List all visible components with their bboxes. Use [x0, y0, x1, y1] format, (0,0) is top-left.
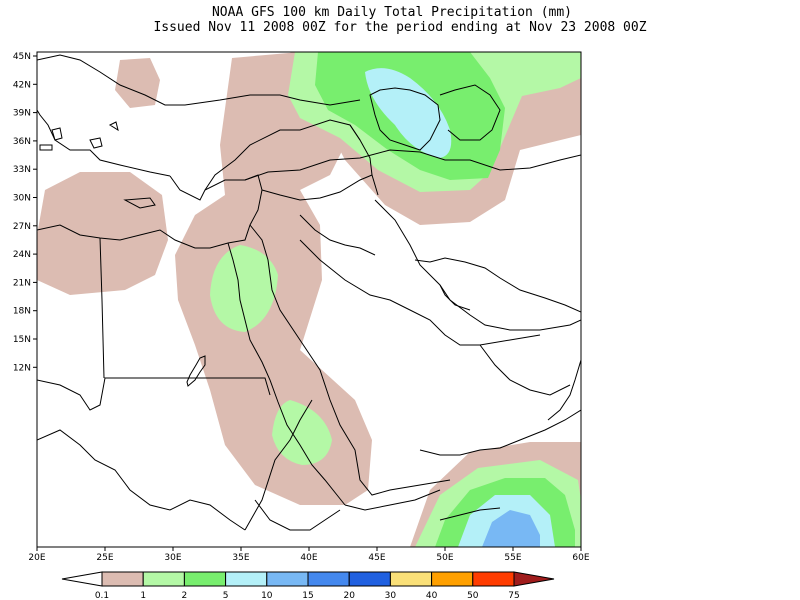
lon-label-30E: 30E — [164, 553, 181, 563]
legend-swatch-10 — [472, 571, 515, 587]
lat-label-18N: 18N — [13, 307, 31, 317]
lat-label-15N: 15N — [13, 335, 31, 345]
lat-label-42N: 42N — [13, 80, 31, 90]
precip-area-greece — [115, 58, 160, 108]
legend-swatch-1 — [101, 571, 144, 587]
legend-swatch-9 — [431, 571, 474, 587]
legend-label: 10 — [261, 591, 273, 600]
map-subtitle: Issued Nov 11 2008 00Z for the period en… — [153, 20, 647, 35]
lat-label-27N: 27N — [13, 222, 31, 232]
map-title: NOAA GFS 100 km Daily Total Precipitatio… — [211, 5, 573, 20]
lon-label-20E: 20E — [28, 553, 45, 563]
lat-label-21N: 21N — [13, 278, 31, 288]
legend-label: 1 — [140, 591, 146, 600]
lon-label-55E: 55E — [504, 553, 521, 563]
precip-area-sinai — [210, 245, 278, 332]
latitude-axis: 45N 42N 39N 36N 33N 30N 27N 24N 21N 18N 15N 12N — [13, 52, 37, 373]
precip-area-sudan — [272, 400, 332, 465]
legend-label: 15 — [302, 591, 313, 600]
lat-label-36N: 36N — [13, 137, 31, 147]
legend-swatch-2 — [142, 571, 185, 587]
legend-label: 0.1 — [95, 591, 109, 600]
precip-area-arabian-l4 — [482, 510, 540, 547]
longitude-axis: 20E 25E 30E 35E 40E 45E 50E 55E 60E — [28, 547, 590, 563]
legend-swatch-0 — [61, 571, 103, 587]
precipitation-legend: 0.1 1 2 5 10 15 20 30 40 50 75 — [61, 571, 555, 600]
lat-label-45N: 45N — [13, 52, 31, 62]
legend-label: 20 — [343, 591, 355, 600]
precip-area-caucasus-l3 — [365, 68, 452, 158]
lat-label-33N: 33N — [13, 165, 31, 175]
coastlines — [37, 54, 581, 531]
precip-area-west-med — [37, 172, 168, 295]
lon-label-40E: 40E — [300, 553, 317, 563]
legend-swatch-11 — [513, 571, 555, 587]
legend-label: 30 — [385, 591, 397, 600]
legend-swatch-6 — [307, 571, 350, 587]
lat-label-39N: 39N — [13, 109, 31, 119]
lat-label-24N: 24N — [13, 250, 31, 260]
lon-label-45E: 45E — [368, 553, 385, 563]
precipitation-fill — [37, 52, 581, 547]
lat-label-30N: 30N — [13, 194, 31, 204]
legend-label: 50 — [467, 591, 479, 600]
lon-label-35E: 35E — [232, 553, 249, 563]
legend-swatch-3 — [183, 571, 227, 587]
lon-label-25E: 25E — [96, 553, 113, 563]
legend-label: 2 — [182, 591, 188, 600]
legend-swatch-7 — [348, 571, 391, 587]
lon-label-60E: 60E — [572, 553, 589, 563]
legend-swatch-4 — [225, 571, 268, 587]
lat-label-12N: 12N — [13, 363, 31, 373]
legend-label: 40 — [426, 591, 438, 600]
lon-label-50E: 50E — [436, 553, 453, 563]
legend-swatch-8 — [389, 571, 433, 587]
legend-label: 75 — [508, 591, 519, 600]
legend-swatch-5 — [266, 571, 309, 587]
legend-label: 5 — [223, 591, 229, 600]
